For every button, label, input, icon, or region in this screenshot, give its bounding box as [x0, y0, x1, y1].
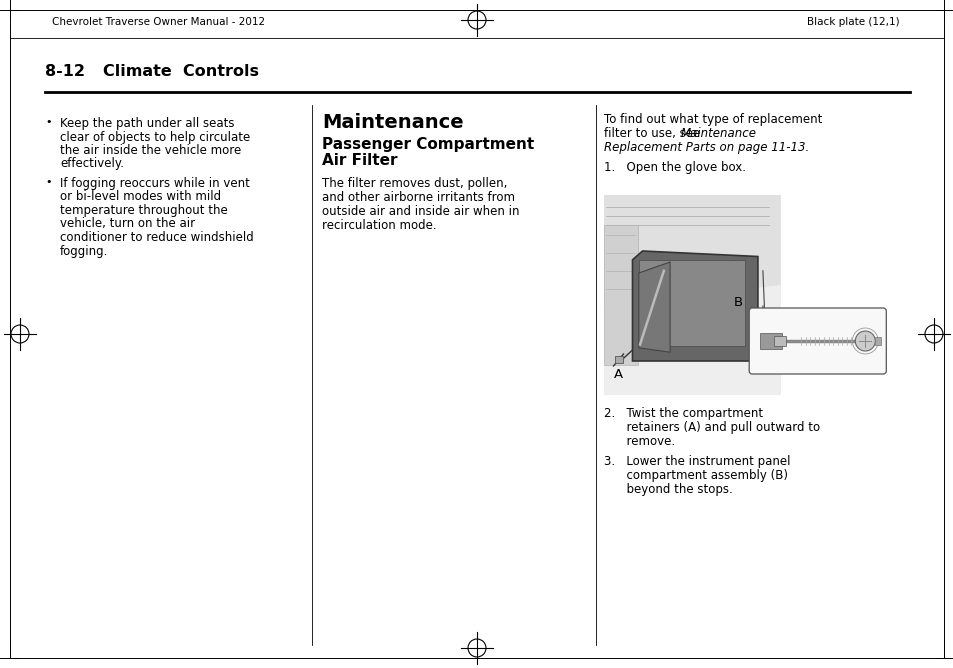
Text: The filter removes dust, pollen,: The filter removes dust, pollen,	[322, 177, 507, 190]
Text: 2.   Twist the compartment: 2. Twist the compartment	[603, 407, 762, 420]
Bar	[875, 337, 881, 345]
Text: Chevrolet Traverse Owner Manual - 2012: Chevrolet Traverse Owner Manual - 2012	[52, 17, 265, 27]
Text: Replacement Parts on page 11-13.: Replacement Parts on page 11-13.	[603, 141, 808, 154]
FancyBboxPatch shape	[748, 308, 885, 374]
Text: 3.   Lower the instrument panel: 3. Lower the instrument panel	[603, 455, 790, 468]
Text: A: A	[614, 369, 622, 381]
Circle shape	[855, 331, 875, 351]
Polygon shape	[603, 195, 780, 305]
Polygon shape	[632, 251, 757, 361]
Text: Maintenance: Maintenance	[680, 127, 757, 140]
Text: clear of objects to help circulate: clear of objects to help circulate	[60, 130, 250, 144]
Polygon shape	[639, 262, 669, 352]
Text: To find out what type of replacement: To find out what type of replacement	[603, 113, 821, 126]
Text: Passenger Compartment: Passenger Compartment	[322, 137, 534, 152]
Text: recirculation mode.: recirculation mode.	[322, 219, 436, 232]
Text: 1.   Open the glove box.: 1. Open the glove box.	[603, 161, 745, 174]
Text: fogging.: fogging.	[60, 244, 109, 257]
Text: 8-12: 8-12	[45, 65, 85, 79]
Text: temperature throughout the: temperature throughout the	[60, 204, 228, 217]
Bar	[603, 225, 638, 365]
Text: or bi-level modes with mild: or bi-level modes with mild	[60, 190, 221, 204]
Text: Black plate (12,1): Black plate (12,1)	[806, 17, 899, 27]
Text: and other airborne irritants from: and other airborne irritants from	[322, 191, 515, 204]
Text: •: •	[45, 177, 51, 187]
Text: •: •	[45, 117, 51, 127]
Text: Air Filter: Air Filter	[322, 153, 397, 168]
Text: compartment assembly (B): compartment assembly (B)	[603, 469, 787, 482]
Bar	[774, 336, 785, 346]
Bar	[603, 195, 780, 395]
Text: If fogging reoccurs while in vent: If fogging reoccurs while in vent	[60, 177, 250, 190]
Text: beyond the stops.: beyond the stops.	[603, 483, 732, 496]
Text: filter to use, see: filter to use, see	[603, 127, 703, 140]
Text: Maintenance: Maintenance	[322, 113, 463, 132]
Text: retainers (A) and pull outward to: retainers (A) and pull outward to	[603, 421, 820, 434]
Bar	[760, 333, 781, 349]
Text: the air inside the vehicle more: the air inside the vehicle more	[60, 144, 241, 157]
Text: remove.: remove.	[603, 435, 675, 448]
Text: vehicle, turn on the air: vehicle, turn on the air	[60, 218, 195, 230]
Text: B: B	[733, 297, 742, 309]
Text: Climate  Controls: Climate Controls	[103, 65, 258, 79]
Text: outside air and inside air when in: outside air and inside air when in	[322, 205, 519, 218]
Text: Keep the path under all seats: Keep the path under all seats	[60, 117, 234, 130]
Text: conditioner to reduce windshield: conditioner to reduce windshield	[60, 231, 253, 244]
Bar	[639, 260, 744, 345]
Bar	[603, 195, 888, 395]
Bar	[615, 356, 623, 363]
Text: effectively.: effectively.	[60, 158, 124, 170]
